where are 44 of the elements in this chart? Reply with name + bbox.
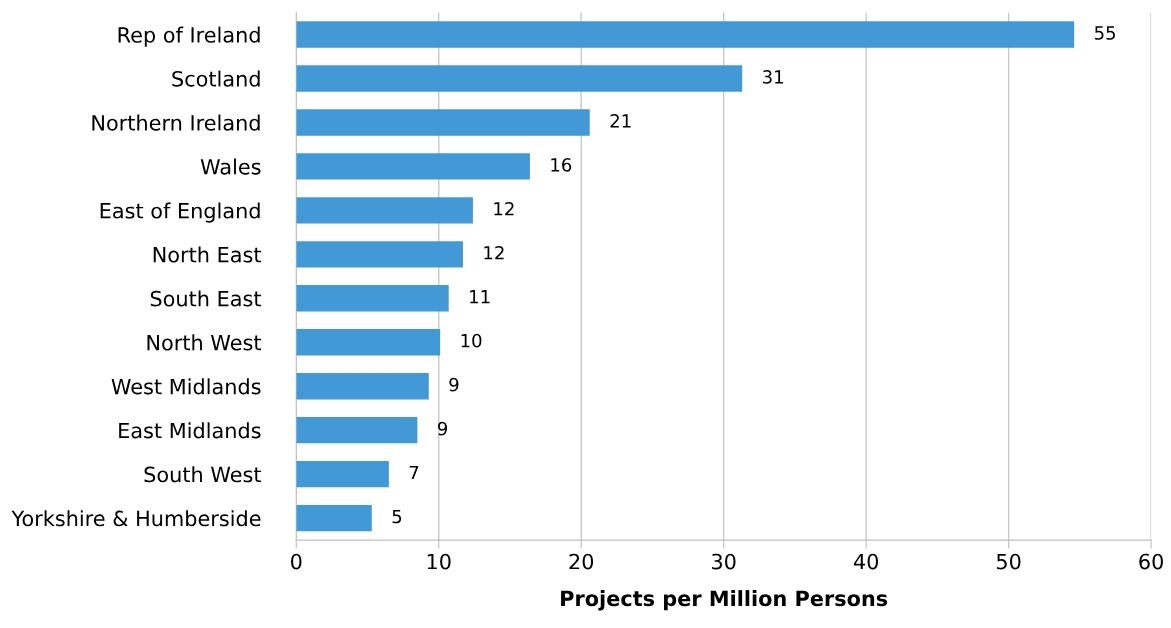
x-tick-label: 10 (427, 553, 451, 570)
bar (296, 21, 1075, 48)
bar (296, 460, 389, 488)
data-label: 5 (392, 509, 402, 524)
bar (296, 373, 429, 400)
data-label: 11 (470, 290, 490, 304)
bar (296, 285, 449, 312)
data-label: 21 (610, 114, 631, 128)
y-tick-label: North East (153, 246, 262, 263)
bar (296, 109, 590, 136)
data-label: 9 (449, 377, 459, 392)
bar (296, 65, 743, 92)
y-tick-label: East Midlands (119, 422, 261, 439)
x-tick-label: 20 (569, 553, 594, 570)
y-tick-label: Yorkshire & Humberside (11, 510, 261, 527)
data-label: 7 (409, 465, 419, 480)
y-tick-label: Wales (200, 158, 261, 175)
x-tick-label: 30 (712, 553, 736, 570)
data-label: 55 (1095, 26, 1115, 40)
x-tick-label: 40 (853, 553, 879, 570)
y-tick-label: South West (144, 466, 262, 483)
data-label: 12 (494, 201, 514, 216)
bar (296, 416, 418, 444)
data-label: 9 (437, 421, 448, 436)
x-tick-label: 50 (996, 553, 1021, 570)
y-tick-label: East of England (100, 202, 260, 223)
x-tick-label: 0 (291, 553, 302, 570)
y-tick-label: Rep of Ireland (118, 26, 260, 47)
bar (296, 504, 372, 532)
bar (296, 329, 441, 356)
data-label: 10 (461, 333, 482, 348)
y-tick-label: North West (147, 334, 262, 351)
bar (296, 241, 463, 268)
x-axis-title: Projects per Million Persons (561, 590, 888, 611)
x-tick-label: 60 (1139, 553, 1163, 570)
y-tick-label: Northern Ireland (92, 114, 260, 131)
data-label: 12 (484, 245, 504, 260)
data-label: 16 (551, 158, 572, 172)
data-label: 31 (763, 70, 783, 84)
y-tick-label: South East (150, 290, 262, 307)
y-tick-label: Scotland (172, 70, 260, 87)
y-tick-label: West Midlands (111, 378, 261, 395)
bar (296, 197, 473, 224)
bar (296, 153, 530, 180)
